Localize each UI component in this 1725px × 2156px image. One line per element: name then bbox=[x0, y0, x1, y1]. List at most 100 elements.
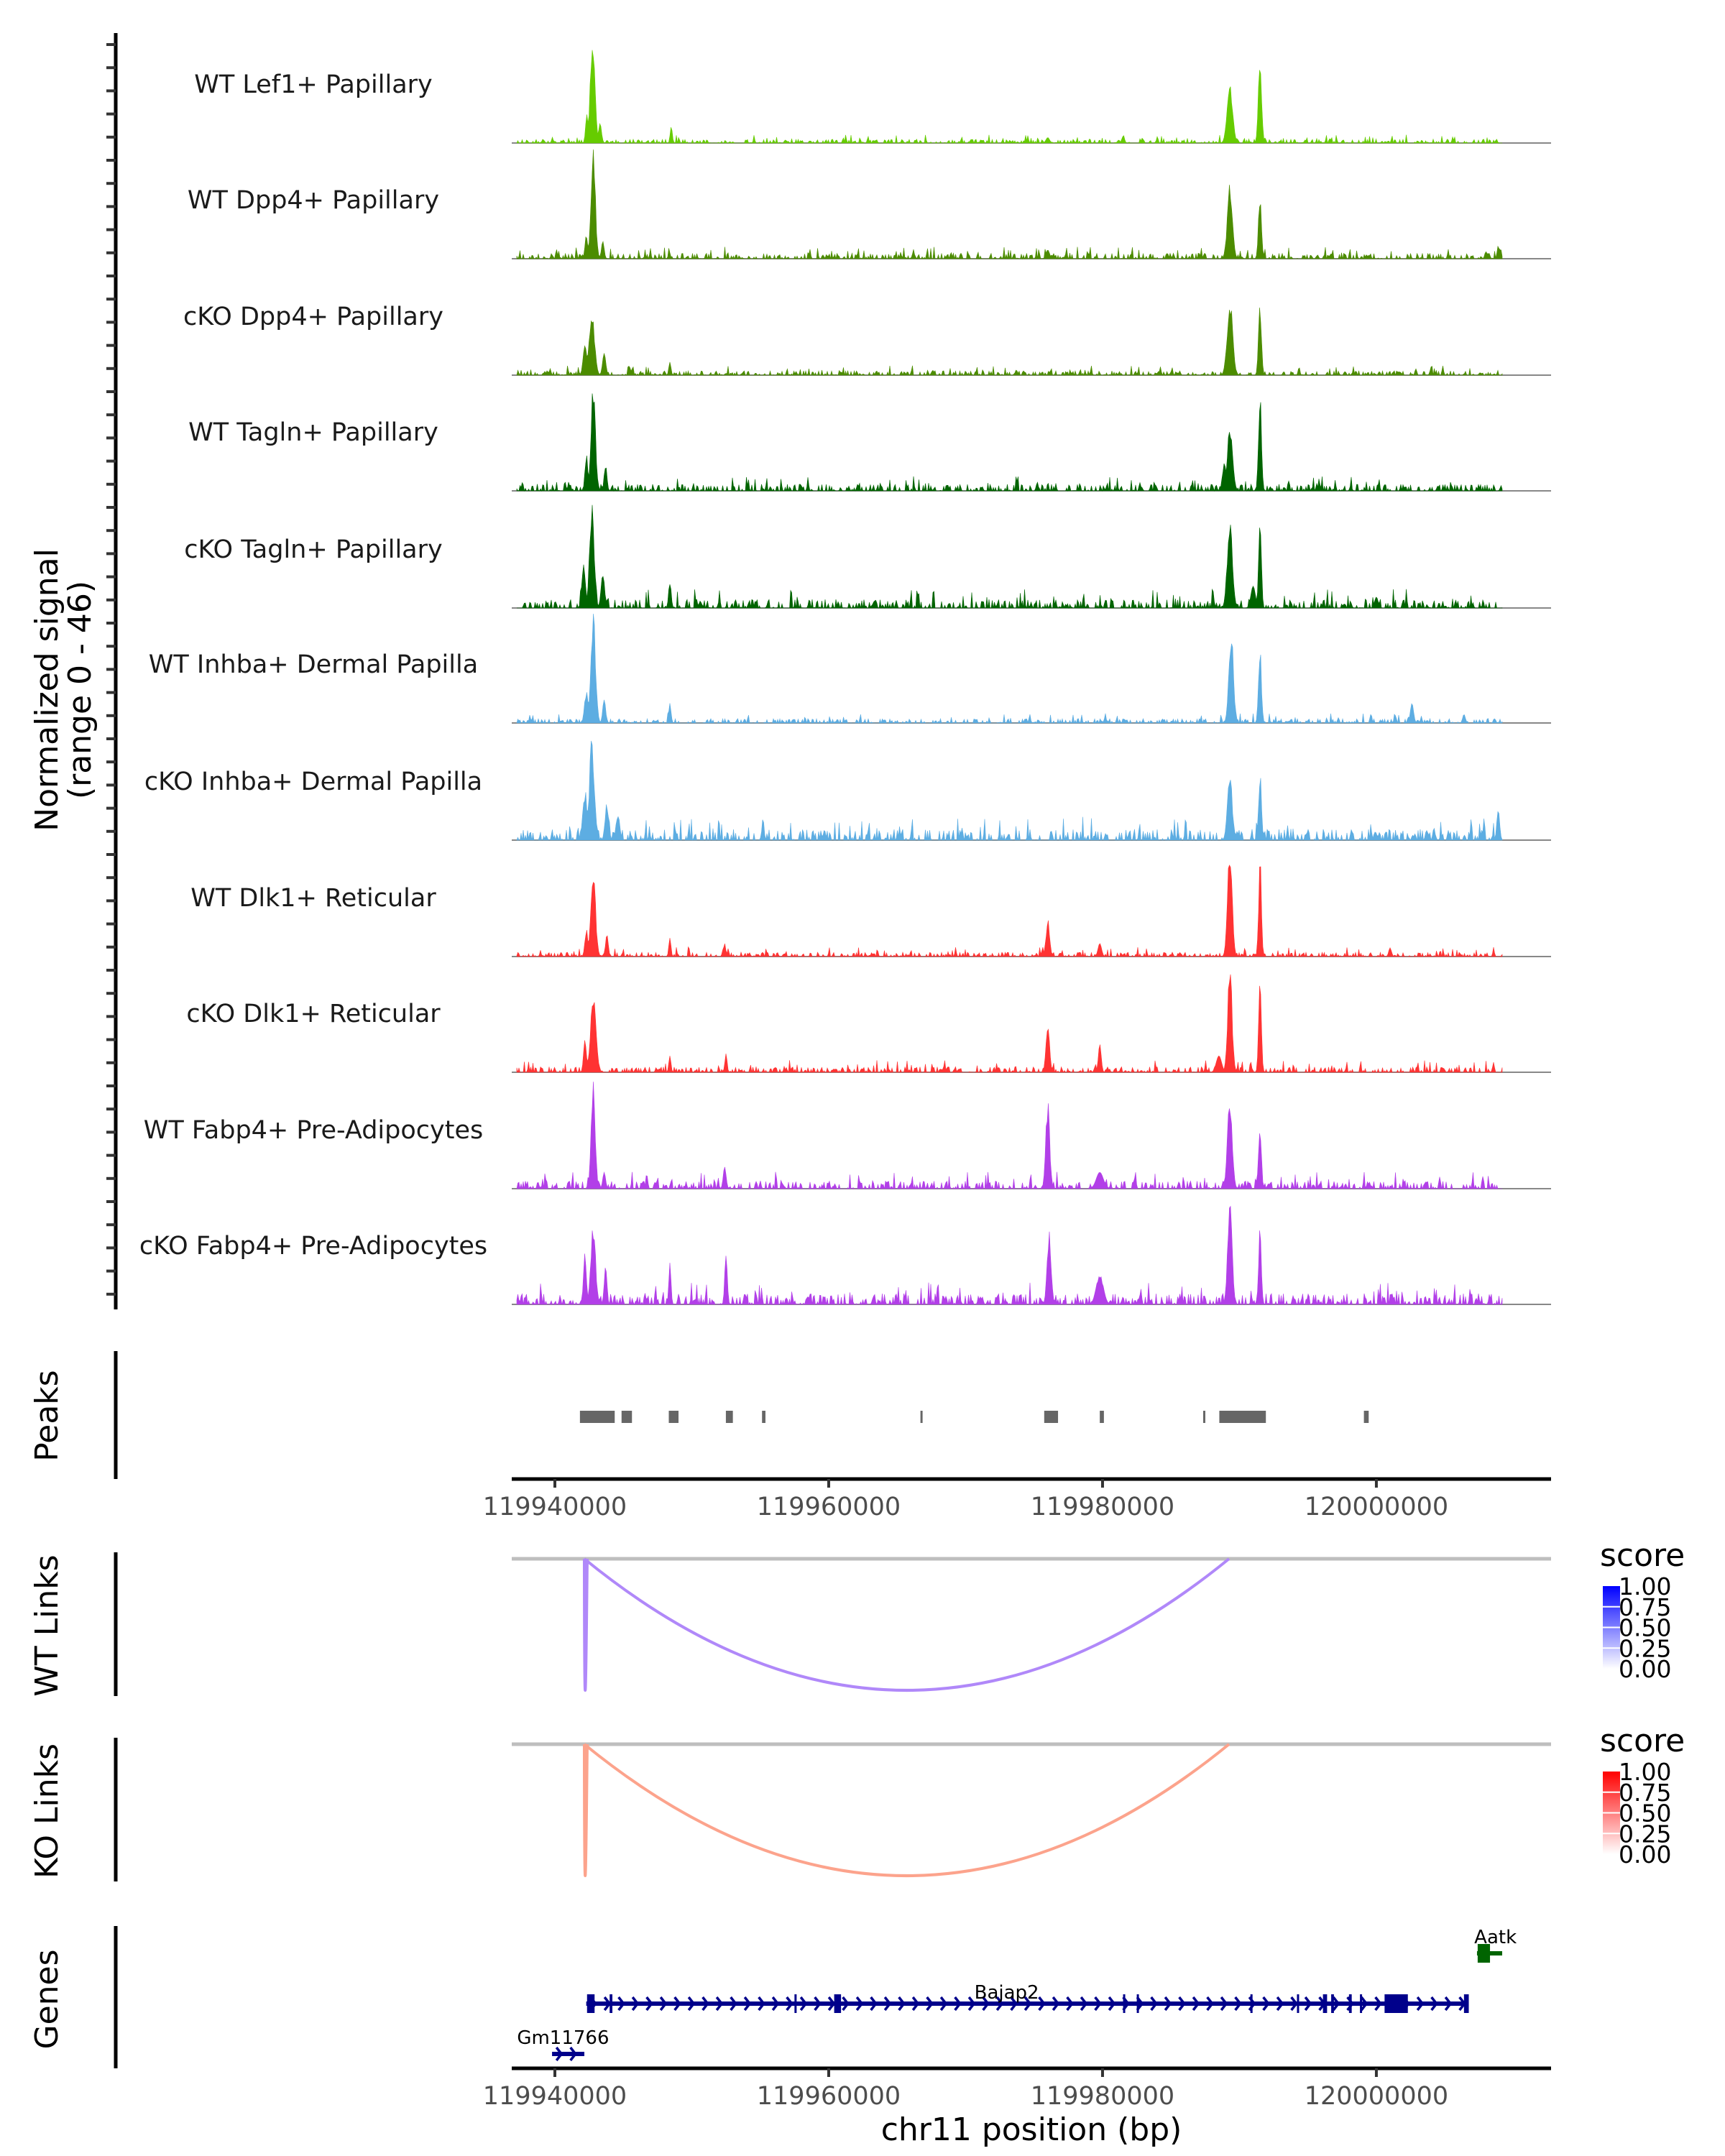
y-axis-ticks bbox=[106, 43, 116, 1296]
strand-arrow-icon bbox=[673, 1996, 681, 2012]
strand-arrow-icon bbox=[1108, 1996, 1116, 2012]
coverage-area bbox=[516, 149, 1503, 260]
link-arc bbox=[583, 1743, 1230, 1877]
coverage-area bbox=[516, 740, 1503, 842]
legend-tick-label: 0.00 bbox=[1619, 1655, 1671, 1683]
gene-model: Gm11766 bbox=[517, 2027, 610, 2062]
gene-exon bbox=[1250, 1994, 1253, 2013]
signal-track: cKO Fabp4+ Pre-Adipocytes bbox=[139, 1205, 1551, 1306]
signal-track: WT Dlk1+ Reticular bbox=[190, 865, 1551, 958]
strand-arrow-icon bbox=[715, 1996, 724, 2012]
strand-arrow-icon bbox=[1430, 1996, 1438, 2012]
strand-arrow-icon bbox=[883, 1996, 892, 2012]
legend-tick-label: 0.75 bbox=[1619, 1779, 1671, 1807]
x-tick-label: 119940000 bbox=[483, 1493, 627, 1521]
gene-model: Aatk bbox=[1474, 1927, 1517, 1963]
legend-tick-label: 1.00 bbox=[1619, 1758, 1671, 1786]
strand-arrow-icon bbox=[1080, 1996, 1088, 2012]
strand-arrow-icon bbox=[603, 1996, 612, 2012]
coverage-area bbox=[516, 974, 1503, 1074]
genes-panel-label: Genes bbox=[29, 1949, 65, 2049]
strand-arrow-icon bbox=[1444, 1996, 1453, 2012]
strand-arrow-icon bbox=[1066, 1996, 1074, 2012]
signal-track: WT Dpp4+ Papillary bbox=[188, 149, 1551, 260]
strand-arrow-icon bbox=[1416, 1996, 1425, 2012]
link-arc bbox=[583, 1557, 1230, 1692]
y-axis-title-line1: Normalized signal bbox=[29, 548, 65, 831]
peak-regions bbox=[579, 1411, 1369, 1423]
link-arc bbox=[582, 1743, 589, 1877]
track-label: WT Inhba+ Dermal Papilla bbox=[149, 650, 478, 679]
strand-arrow-icon bbox=[1332, 1996, 1340, 2012]
strand-arrow-icon bbox=[730, 1996, 737, 2012]
strand-arrow-icon bbox=[1094, 1996, 1102, 2012]
track-label: WT Fabp4+ Pre-Adipocytes bbox=[144, 1116, 483, 1145]
gene-exon bbox=[1477, 1944, 1491, 1963]
gene-exon bbox=[552, 2052, 584, 2056]
strand-arrow-icon bbox=[1038, 1996, 1046, 2012]
strand-arrow-icon bbox=[1150, 1996, 1158, 2012]
strand-arrow-icon bbox=[771, 1996, 780, 2012]
strand-arrow-icon bbox=[1290, 1996, 1298, 2012]
peak-region bbox=[1202, 1411, 1205, 1423]
peak-region bbox=[1363, 1411, 1369, 1423]
gene-exon bbox=[1360, 1994, 1363, 2013]
strand-arrow-icon bbox=[631, 1996, 640, 2012]
track-label: cKO Tagln+ Papillary bbox=[184, 535, 443, 564]
legend-tick-label: 1.00 bbox=[1619, 1572, 1671, 1600]
coverage-area bbox=[516, 50, 1502, 144]
coverage-area bbox=[516, 307, 1503, 377]
legend-tick-label: 0.50 bbox=[1619, 1800, 1671, 1828]
strand-arrow-icon bbox=[659, 1996, 668, 2012]
y-axis-title-line2: (range 0 - 46) bbox=[62, 581, 98, 799]
strand-arrow-icon bbox=[687, 1996, 696, 2012]
strand-arrow-icon bbox=[1220, 1996, 1228, 2012]
strand-arrow-icon bbox=[911, 1996, 920, 2012]
gene-exon bbox=[1123, 1994, 1126, 2013]
track-label: cKO Fabp4+ Pre-Adipocytes bbox=[139, 1232, 487, 1261]
wt-links bbox=[512, 1557, 1551, 1692]
signal-track: WT Tagln+ Papillary bbox=[188, 393, 1551, 492]
wt-links-panel-label: WT Links bbox=[29, 1554, 65, 1696]
strand-arrow-icon bbox=[1192, 1996, 1200, 2012]
peak-region bbox=[621, 1411, 632, 1423]
strand-arrow-icon bbox=[1052, 1996, 1060, 2012]
strand-arrow-icon bbox=[1304, 1996, 1312, 2012]
track-label: cKO Inhba+ Dermal Papilla bbox=[144, 768, 482, 796]
legend-tick-label: 0.50 bbox=[1619, 1614, 1671, 1642]
gene-model: Bajap2 bbox=[586, 1982, 1469, 2013]
peak-region bbox=[725, 1411, 733, 1423]
strand-arrow-icon bbox=[827, 1996, 836, 2012]
x-tick-label: 120000000 bbox=[1305, 1493, 1448, 1521]
x-tick-label: 119960000 bbox=[757, 1493, 901, 1521]
peak-region bbox=[1219, 1411, 1266, 1423]
strand-arrow-icon bbox=[898, 1996, 906, 2012]
track-label: cKO Dpp4+ Papillary bbox=[183, 303, 443, 331]
x-tick-label: 119980000 bbox=[1031, 1493, 1174, 1521]
strand-arrow-icon bbox=[1276, 1996, 1284, 2012]
legend-tick-label: 0.25 bbox=[1619, 1634, 1671, 1662]
gene-exon bbox=[586, 1994, 595, 2013]
strand-arrow-icon bbox=[1206, 1996, 1214, 2012]
ko-links-panel-label: KO Links bbox=[29, 1743, 65, 1879]
peak-region bbox=[579, 1411, 615, 1423]
gene-label: Gm11766 bbox=[517, 2027, 609, 2049]
legend-tick-label: 0.00 bbox=[1619, 1841, 1671, 1869]
strand-arrow-icon bbox=[617, 1996, 625, 2012]
strand-arrow-icon bbox=[786, 1996, 794, 2012]
strand-arrow-icon bbox=[702, 1996, 709, 2012]
gene-exon bbox=[1297, 1994, 1300, 2013]
gene-models: Aatk Bajap2 Gm11766 bbox=[517, 1927, 1517, 2062]
legend-tick-label: 0.25 bbox=[1619, 1820, 1671, 1848]
strand-arrow-icon bbox=[1262, 1996, 1270, 2012]
strand-arrow-icon bbox=[1178, 1996, 1186, 2012]
peak-region bbox=[762, 1411, 765, 1423]
strand-arrow-icon bbox=[1010, 1996, 1018, 2012]
peak-region bbox=[1044, 1411, 1059, 1423]
x-axis-lower: 119940000 119960000 119980000 120000000 bbox=[483, 2066, 1551, 2111]
x-tick-label: 119940000 bbox=[483, 2082, 627, 2111]
ko-links bbox=[512, 1742, 1551, 1877]
